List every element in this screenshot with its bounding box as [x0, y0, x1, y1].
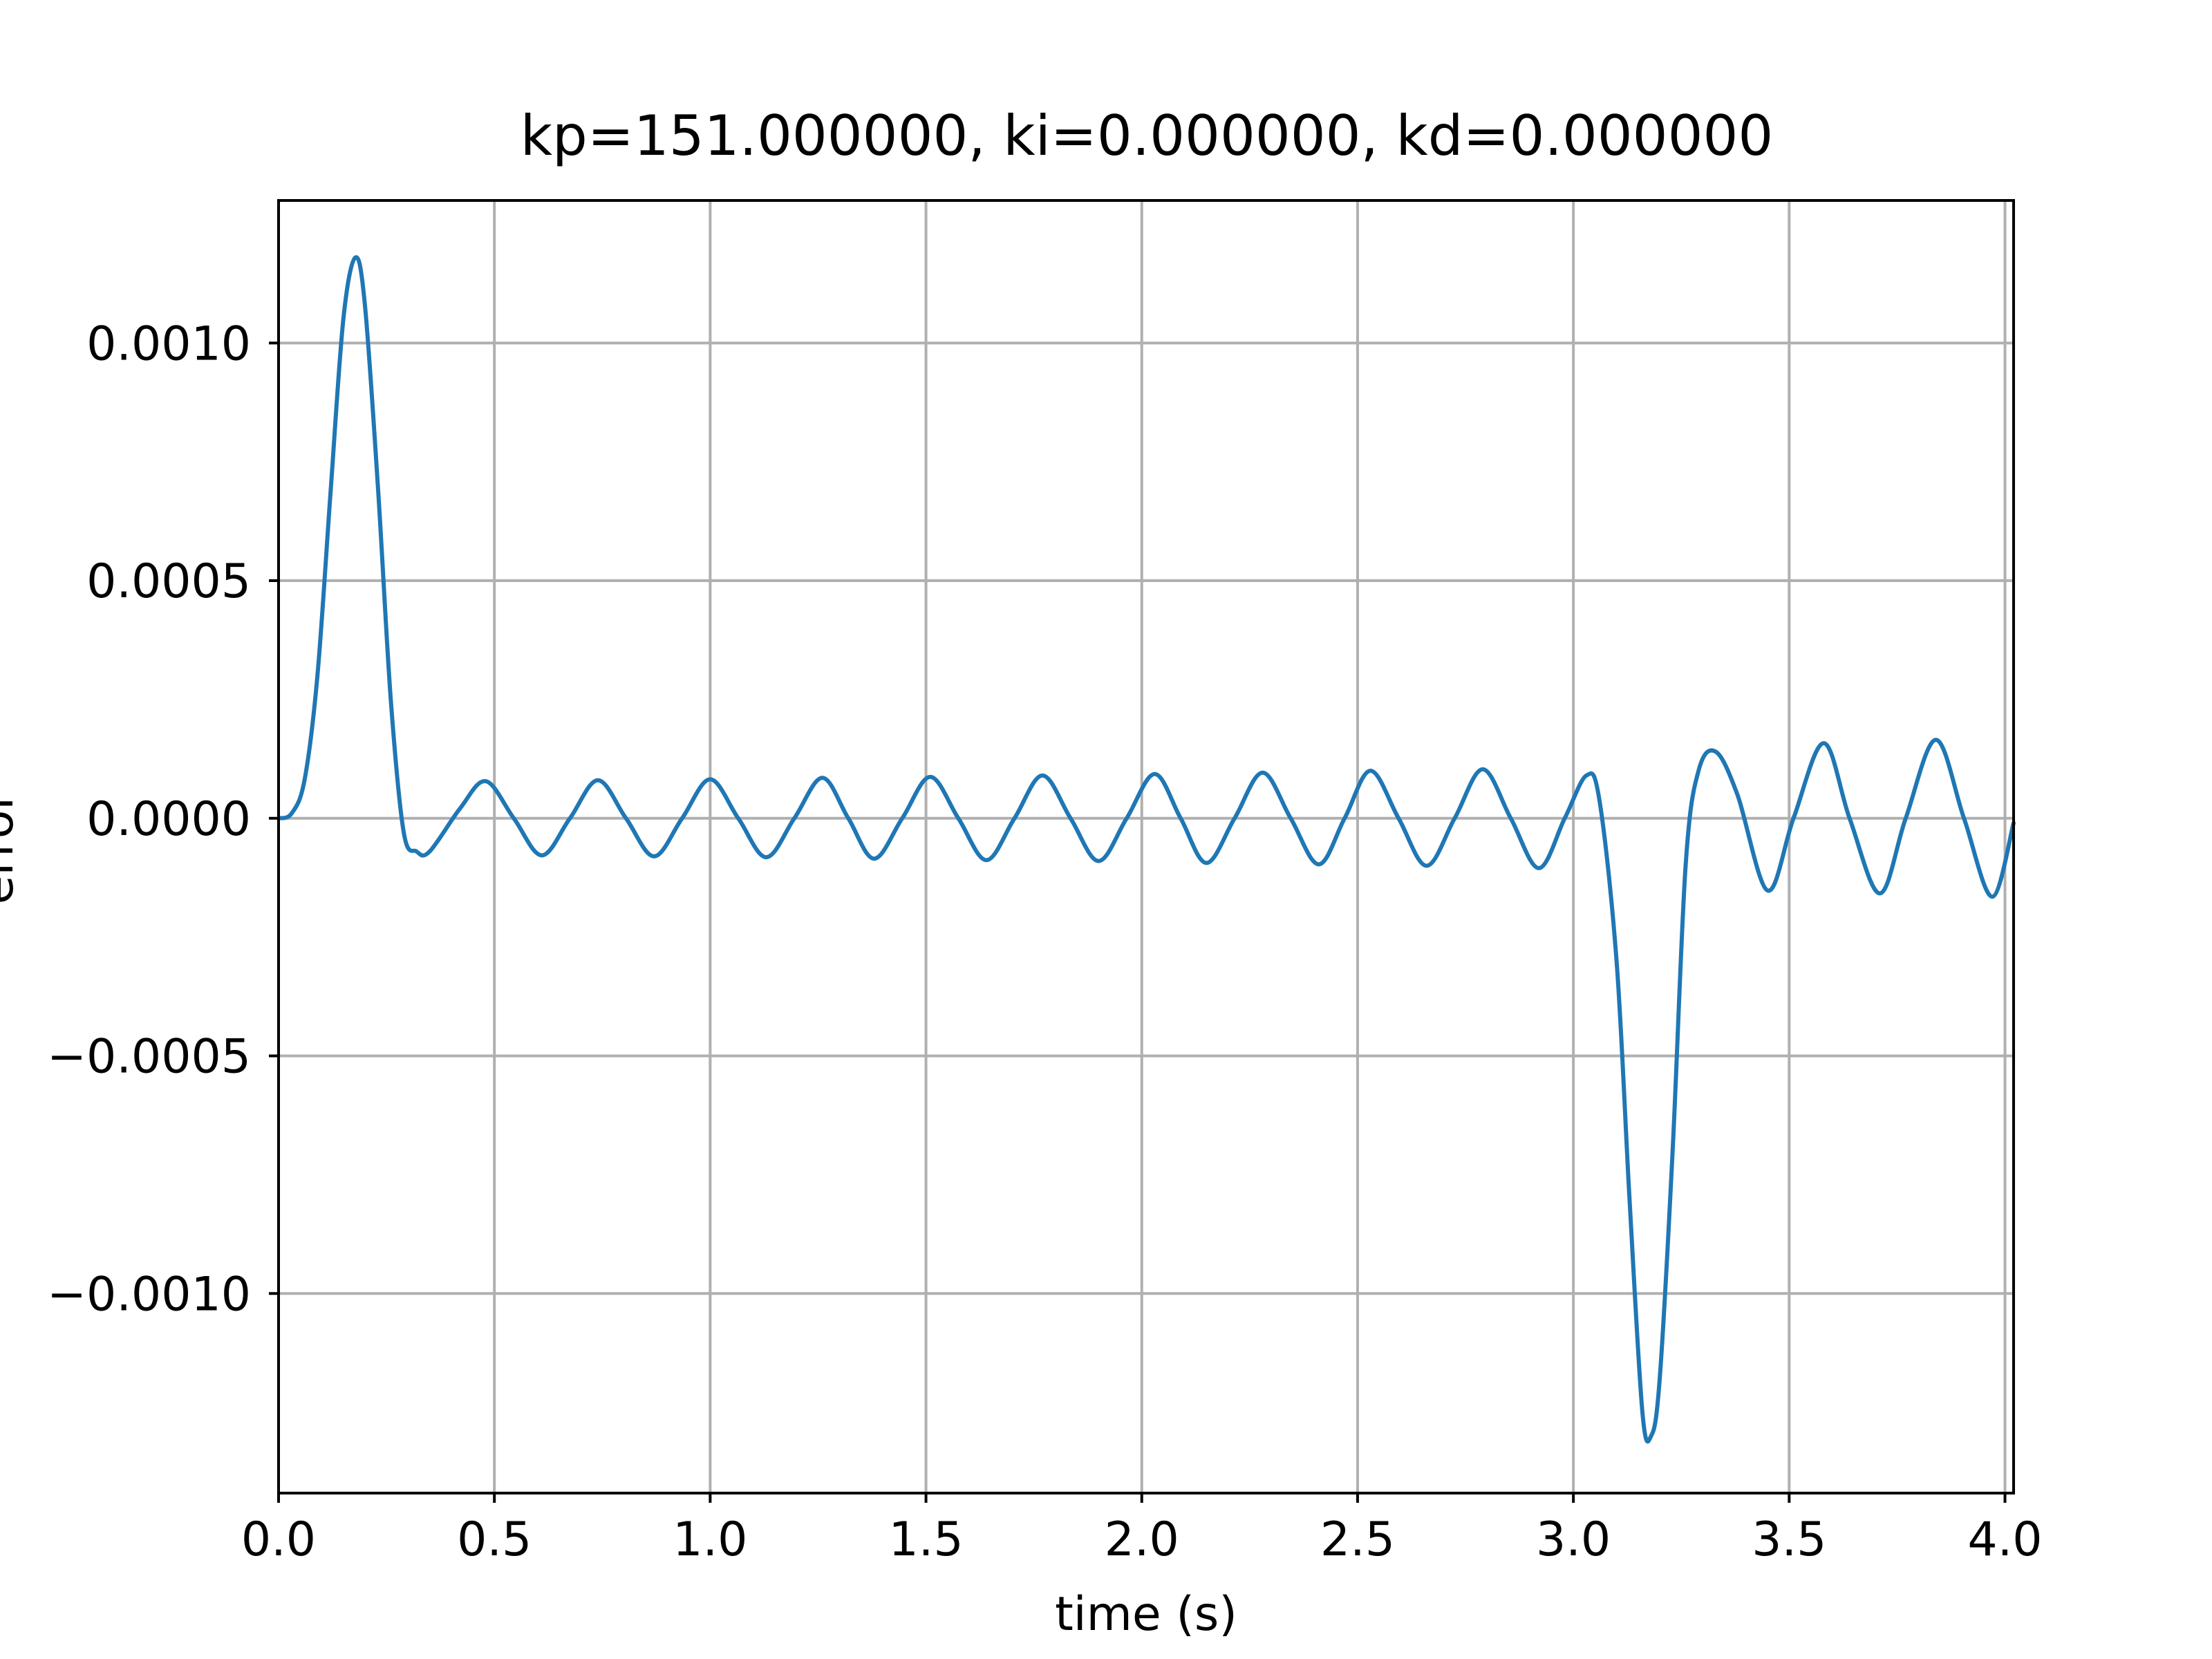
data-layer — [276, 255, 2016, 1444]
y-tick-label: −0.0005 — [47, 1030, 251, 1085]
y-tick-label: 0.0000 — [86, 792, 251, 847]
x-tick-label: 1.5 — [888, 1512, 963, 1567]
x-tick-label: 0.0 — [241, 1512, 316, 1567]
x-tick-label: 3.5 — [1752, 1512, 1826, 1567]
x-tick-label: 2.5 — [1320, 1512, 1395, 1567]
x-axis-label: time (s) — [1055, 1587, 1237, 1642]
y-axis-label: error — [0, 791, 24, 905]
series-line — [276, 255, 2016, 1444]
y-tick-label: −0.0010 — [47, 1267, 251, 1322]
x-tick-label: 3.0 — [1536, 1512, 1611, 1567]
x-tick-label: 4.0 — [1967, 1512, 2042, 1567]
chart-title: kp=151.000000, ki=0.000000, kd=0.000000 — [521, 104, 1774, 168]
y-tick-label: 0.0010 — [86, 317, 251, 371]
x-tick-label: 2.0 — [1105, 1512, 1179, 1567]
y-tick-label: 0.0005 — [86, 554, 251, 609]
plot-frame — [277, 199, 2015, 1494]
x-tick-label: 0.5 — [457, 1512, 532, 1567]
x-axis: 0.0 0.5 1.0 1.5 2.0 2.5 3.0 3.5 4.0 — [241, 1493, 2043, 1567]
x-tick-label: 1.0 — [673, 1512, 747, 1567]
y-axis: 0.0010 0.0005 0.0000 −0.0005 −0.0010 — [47, 317, 279, 1322]
